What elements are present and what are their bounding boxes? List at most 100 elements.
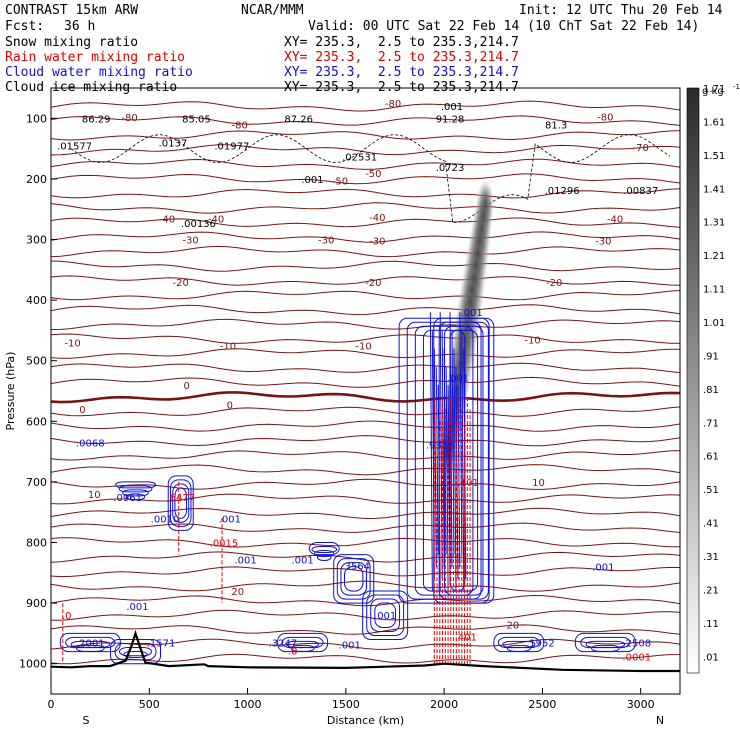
- isotherm-line: [51, 348, 680, 359]
- contour-max-label: .9356: [426, 440, 455, 451]
- isotherm-line: [51, 376, 680, 388]
- cloud-water-contour: [374, 602, 397, 628]
- cloud-water-contour: [340, 562, 368, 596]
- y-axis-title: Pressure (hPa): [4, 352, 17, 431]
- contour-max-label: .3564: [341, 562, 370, 573]
- isotherm-line: [51, 566, 680, 578]
- isotherm-label: -50: [365, 169, 381, 180]
- contour-max-label: .001: [447, 374, 469, 385]
- contour-max-label: .001: [374, 611, 396, 622]
- cloud-water-contour: [447, 384, 451, 579]
- isotherm-label: 10: [88, 490, 101, 501]
- legend-snow-name: Snow mixing ratio: [5, 35, 139, 50]
- axes: 0 500 1000 1500 2000 2500 30001002003004005006…: [4, 112, 664, 727]
- colorbar-tick-label: 1.11: [703, 285, 725, 296]
- contour-max-label: .001: [291, 555, 313, 566]
- colorbar-tick-label: .81: [703, 385, 719, 396]
- cloud-water-contour: [406, 321, 482, 600]
- contour-max-label: .1952: [526, 638, 555, 649]
- contour-max-label: .02531: [342, 152, 377, 163]
- isotherm-line: [51, 609, 680, 621]
- colorbar-tick-label: 1.41: [703, 184, 725, 195]
- isotherm-line: [51, 493, 680, 505]
- y-tick-label: 300: [26, 234, 47, 247]
- isotherm-line: [51, 450, 680, 461]
- contour-max-label: .01577: [57, 142, 92, 153]
- cloud-water-contour: [444, 325, 484, 596]
- isotherm-line: [51, 130, 680, 141]
- cloud-water-contour: [455, 366, 459, 579]
- colorbar-tick-label: .21: [703, 585, 719, 596]
- cloud-water-contour: [366, 594, 405, 636]
- legend-snow-coords: XY= 235.3, 2.5 to 235.3,214.7: [284, 35, 519, 50]
- colorbar-tick-label: 1.51: [703, 151, 725, 162]
- contour-max-label: .6477: [166, 493, 195, 504]
- isotherm-label: -80: [597, 112, 613, 123]
- contour-max-label: .001: [592, 563, 614, 574]
- contour-max-label: .01296: [545, 186, 580, 197]
- contour-max-label: .0068: [76, 439, 105, 450]
- contour-layer: [51, 100, 680, 665]
- isotherm-label: -30: [318, 236, 334, 247]
- cloud-water-contour: [311, 546, 338, 553]
- cloud-water-contour: [441, 330, 445, 567]
- colorbar-unit-exponent: -1: [733, 83, 740, 91]
- x-tick-label: 1500: [332, 698, 360, 711]
- cloud-water-contour: [123, 650, 148, 658]
- cloud-water-contour: [114, 642, 157, 661]
- isotherm-line: [51, 537, 680, 548]
- contour-max-label: .0: [288, 646, 298, 657]
- cloud-water-contour: [414, 325, 474, 596]
- contour-max-label: .2508: [622, 638, 651, 649]
- cloud-water-contour: [506, 644, 531, 652]
- isotherm-label: 10: [532, 478, 545, 489]
- cloud-water-contour: [585, 640, 626, 648]
- colorbar-unit: g kg: [702, 86, 724, 97]
- cloud-water-contour: [286, 640, 320, 648]
- isotherm-line: [51, 406, 680, 417]
- rain-water-contours: [62, 397, 471, 664]
- contour-max-label: .00136: [181, 219, 216, 230]
- isotherm-label: 20: [507, 620, 520, 631]
- cloud-water-contour: [433, 348, 437, 567]
- contour-max-label: 91.28: [436, 114, 465, 125]
- x-tick-label: 3000: [627, 698, 655, 711]
- cloud-water-contour: [169, 479, 192, 527]
- contour-max-label: .00837: [623, 186, 658, 197]
- isotherm-line: [51, 594, 680, 607]
- contour-max-label: .0961: [113, 493, 142, 504]
- isotherm-line: [51, 580, 680, 592]
- cloud-water-contour: [429, 312, 433, 591]
- x-tick-label: 2500: [528, 698, 556, 711]
- legend-cloud-water-name: Cloud water mixing ratio: [5, 65, 193, 80]
- isotherm-line: [51, 100, 680, 112]
- isotherm-label: -80: [385, 99, 401, 110]
- contour-max-label: .001: [339, 640, 361, 651]
- colorbar-tick-label: 1.21: [703, 251, 725, 262]
- y-tick-label: 500: [26, 355, 47, 368]
- isotherm-line: [51, 507, 680, 520]
- cloud-ice-contour: [70, 134, 671, 224]
- isotherm-label: -10: [64, 339, 80, 350]
- contour-max-label: .001: [441, 102, 463, 113]
- cloud-water-contour: [167, 475, 194, 531]
- isotherm-line: [51, 551, 680, 563]
- init-time: Init: 12 UTC Thu 20 Feb 14: [519, 3, 723, 18]
- isotherm-label: -40: [607, 214, 623, 225]
- cloud-water-contour: [314, 550, 335, 557]
- colorbar-tick-label: 1.31: [703, 218, 725, 229]
- contour-max-label: .001: [126, 602, 148, 613]
- contour-max-label: 87.26: [284, 114, 313, 125]
- contour-max-label: .2001: [76, 638, 105, 649]
- colorbar-tick-label: .61: [703, 452, 719, 463]
- isotherm-line: [51, 188, 680, 199]
- isotherm-label: -70: [633, 143, 649, 154]
- isotherm-label: -80: [121, 113, 137, 124]
- colorbar-tick-label: .71: [703, 418, 719, 429]
- contour-max-label: .3247: [269, 638, 298, 649]
- isotherm-line: [51, 158, 680, 170]
- colorbar-tick-label: 1.01: [703, 318, 725, 329]
- isotherm-line: [51, 420, 680, 432]
- isotherm-line: [51, 260, 680, 272]
- y-tick-label: 400: [26, 294, 47, 307]
